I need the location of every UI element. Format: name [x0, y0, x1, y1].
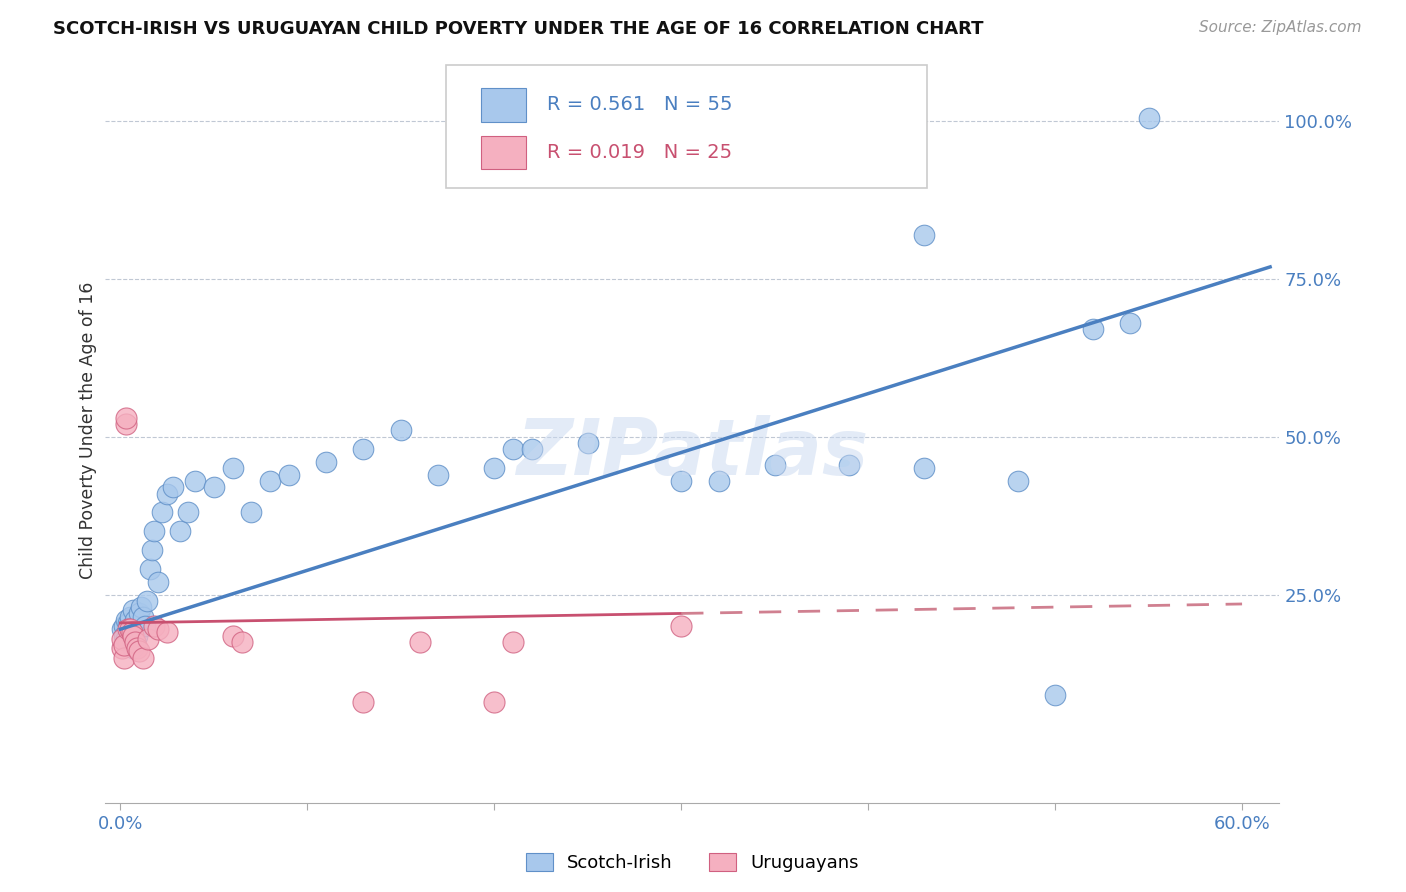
Point: [484, 461, 506, 475]
Point: [427, 467, 450, 482]
Point: [184, 474, 207, 488]
Point: [141, 543, 163, 558]
Point: [143, 619, 166, 633]
Point: [122, 603, 145, 617]
Point: [169, 524, 191, 539]
Point: [259, 474, 281, 488]
Point: [231, 635, 253, 649]
Point: [202, 480, 225, 494]
Point: [1137, 111, 1160, 125]
Point: [115, 410, 138, 425]
Point: [162, 480, 184, 494]
Point: [156, 486, 179, 500]
Point: [134, 619, 156, 633]
Point: [117, 622, 139, 636]
Legend: Scotch-Irish, Uruguayans: Scotch-Irish, Uruguayans: [519, 846, 866, 880]
Point: [118, 622, 141, 636]
Point: [118, 625, 141, 640]
Point: [277, 467, 299, 482]
Point: [143, 524, 166, 539]
Point: [112, 628, 135, 642]
Point: [129, 600, 152, 615]
Point: [671, 619, 693, 633]
Point: [1007, 474, 1029, 488]
Point: [111, 622, 134, 636]
Point: [502, 442, 524, 457]
Point: [122, 641, 145, 656]
Point: [240, 505, 263, 519]
Text: R = 0.561   N = 55: R = 0.561 N = 55: [547, 95, 733, 114]
Point: [484, 695, 506, 709]
Point: [127, 628, 149, 642]
Point: [352, 442, 374, 457]
Point: [111, 641, 134, 656]
Point: [763, 458, 786, 472]
Point: [124, 622, 146, 636]
Point: [389, 424, 412, 438]
Point: [1043, 689, 1066, 703]
Point: [117, 615, 139, 630]
Point: [838, 458, 860, 472]
Point: [156, 625, 179, 640]
Point: [132, 609, 155, 624]
Point: [408, 635, 430, 649]
Point: [707, 474, 730, 488]
Point: [112, 650, 135, 665]
Point: [121, 619, 143, 633]
Point: [121, 625, 143, 640]
FancyBboxPatch shape: [481, 136, 526, 169]
Point: [112, 619, 135, 633]
Point: [221, 628, 243, 642]
FancyBboxPatch shape: [481, 88, 526, 121]
Point: [146, 574, 169, 589]
Point: [115, 417, 138, 431]
Point: [520, 442, 543, 457]
Text: R = 0.019   N = 25: R = 0.019 N = 25: [547, 143, 733, 162]
Point: [146, 622, 169, 636]
Point: [127, 641, 149, 656]
Point: [111, 632, 134, 646]
Point: [122, 628, 145, 642]
Point: [132, 650, 155, 665]
Text: Source: ZipAtlas.com: Source: ZipAtlas.com: [1198, 20, 1361, 35]
Y-axis label: Child Poverty Under the Age of 16: Child Poverty Under the Age of 16: [79, 282, 97, 579]
Point: [221, 461, 243, 475]
Point: [502, 635, 524, 649]
Point: [121, 632, 143, 646]
Point: [138, 632, 160, 646]
Point: [135, 594, 157, 608]
Point: [112, 638, 135, 652]
Point: [115, 613, 138, 627]
Point: [115, 632, 138, 646]
Point: [117, 635, 139, 649]
Point: [1081, 322, 1104, 336]
Point: [671, 474, 693, 488]
Point: [150, 505, 173, 519]
FancyBboxPatch shape: [446, 65, 927, 188]
Point: [124, 635, 146, 649]
Point: [576, 436, 599, 450]
Point: [128, 644, 150, 658]
Point: [912, 227, 935, 242]
Point: [912, 461, 935, 475]
Text: SCOTCH-IRISH VS URUGUAYAN CHILD POVERTY UNDER THE AGE OF 16 CORRELATION CHART: SCOTCH-IRISH VS URUGUAYAN CHILD POVERTY …: [53, 20, 984, 37]
Point: [139, 562, 162, 576]
Point: [124, 613, 146, 627]
Point: [177, 505, 200, 519]
Text: ZIPatlas: ZIPatlas: [516, 415, 869, 491]
Point: [315, 455, 337, 469]
Point: [118, 609, 141, 624]
Point: [1119, 316, 1142, 330]
Point: [128, 607, 150, 621]
Point: [352, 695, 374, 709]
